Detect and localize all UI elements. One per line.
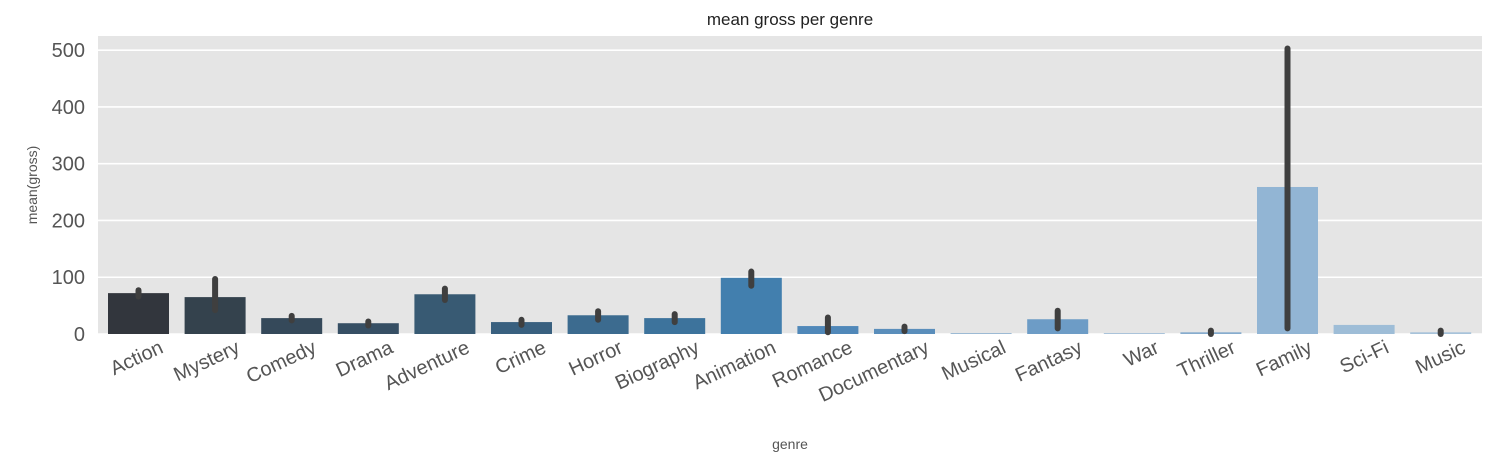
- bars: [108, 186, 1472, 334]
- x-tick-label: Music: [1412, 337, 1469, 379]
- x-tick-label: Musical: [938, 337, 1009, 386]
- bar-drama: [337, 323, 399, 334]
- x-axis-label: genre: [772, 436, 808, 452]
- y-tick-label: 100: [52, 267, 85, 289]
- x-tick-label: Action: [107, 337, 167, 380]
- gridlines: [98, 49, 1482, 335]
- bar-comedy: [261, 318, 323, 334]
- x-tick-label: Biography: [612, 337, 703, 395]
- x-tick-label: Family: [1253, 337, 1316, 382]
- error-bars: [135, 45, 1444, 337]
- x-tick-label: Animation: [690, 337, 780, 395]
- y-tick-labels: 0 100 200 300 400 500: [52, 40, 85, 346]
- x-tick-label: Mystery: [170, 337, 243, 387]
- y-tick-label: 500: [52, 40, 85, 62]
- y-tick-label: 200: [52, 210, 85, 232]
- bar-biography: [644, 318, 706, 334]
- x-tick-label: Adventure: [381, 337, 473, 395]
- bar-musical: [950, 333, 1012, 334]
- x-tick-label: Comedy: [243, 337, 320, 388]
- plot-background: [98, 36, 1482, 334]
- y-axis-label: mean(gross): [24, 146, 40, 225]
- bar-horror: [567, 315, 629, 334]
- x-tick-label: Thriller: [1174, 336, 1239, 382]
- y-tick-label: 400: [52, 97, 85, 119]
- bar-action: [108, 293, 169, 334]
- x-tick-label: War: [1121, 336, 1163, 371]
- x-tick-label: Sci-Fi: [1337, 337, 1393, 379]
- bar-crime: [491, 322, 552, 334]
- chart-title: mean gross per genre: [707, 10, 873, 29]
- x-tick-label: Fantasy: [1012, 337, 1086, 387]
- bar-sci-fi: [1333, 324, 1395, 334]
- y-tick-label: 300: [52, 154, 85, 176]
- bar-war: [1103, 333, 1165, 334]
- y-tick-label: 0: [74, 324, 85, 346]
- x-tick-label: Crime: [492, 337, 550, 379]
